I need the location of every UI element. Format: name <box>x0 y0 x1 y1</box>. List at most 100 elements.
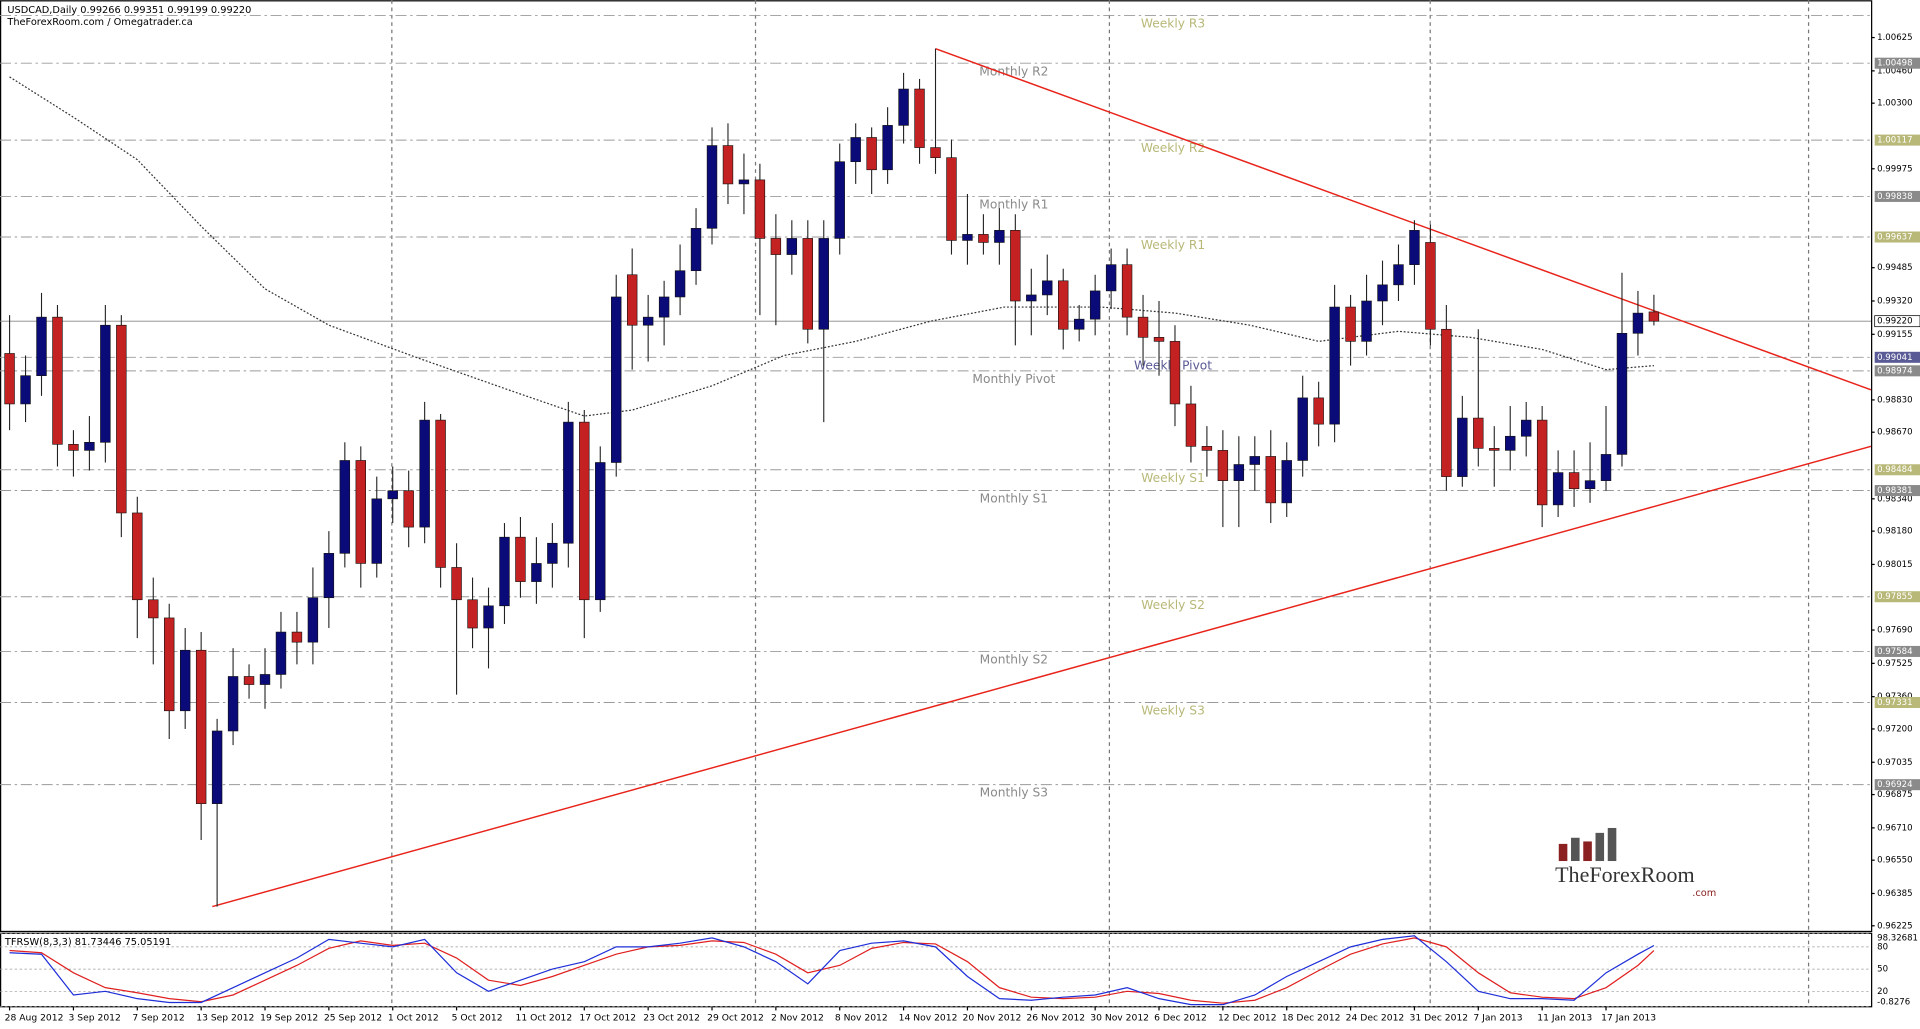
candle-body <box>1520 419 1532 437</box>
logo-bar <box>1571 837 1580 862</box>
main-frame <box>0 0 1873 933</box>
candle-body <box>1281 460 1292 504</box>
candle-body <box>132 512 143 601</box>
candle-body <box>738 179 750 185</box>
pivot-name: Weekly S1 <box>1141 471 1205 485</box>
pivot-price-label: 0.98381 <box>1877 486 1912 496</box>
candle-body <box>754 179 766 239</box>
x-tick-label: 12 Dec 2012 <box>1218 1012 1277 1023</box>
pivot-name: Weekly S2 <box>1141 598 1205 612</box>
x-tick-label: 26 Nov 2012 <box>1026 1012 1085 1023</box>
pivot-price-box <box>1874 591 1920 603</box>
trendline <box>212 445 1872 908</box>
candle-body <box>1233 464 1245 481</box>
candle-body <box>164 617 175 712</box>
y-tick-label: 0.99320 <box>1877 296 1912 306</box>
pivot-price-box <box>1874 231 1920 243</box>
candle-body <box>722 145 734 185</box>
stochastic-d <box>9 937 1655 1004</box>
pivot-price-box <box>1874 697 1920 709</box>
pivot-price-label: 0.96924 <box>1877 780 1912 790</box>
logo-bar <box>1583 841 1592 862</box>
candle-body <box>994 230 1005 243</box>
candle-body <box>818 238 829 330</box>
candle-body <box>802 238 813 330</box>
candle-body <box>1169 341 1181 405</box>
candle-body <box>674 270 686 298</box>
x-tick-label: 2 Nov 2012 <box>771 1012 824 1023</box>
y-tick-label: 0.99155 <box>1877 330 1912 340</box>
x-tick-label: 14 Nov 2012 <box>899 1012 958 1023</box>
candle-body <box>1185 403 1197 447</box>
candle-body <box>898 88 909 126</box>
pivot-price-box <box>1874 134 1920 146</box>
candle-body <box>563 421 574 544</box>
candle-body <box>1345 306 1356 342</box>
candle-body <box>84 441 95 451</box>
candle-body <box>1249 456 1261 465</box>
candle-body <box>658 296 670 318</box>
candle-body <box>850 137 861 163</box>
x-tick-label: 25 Sep 2012 <box>324 1012 382 1023</box>
candle-body <box>595 462 606 601</box>
y-tick-label: 1.00625 <box>1877 33 1912 43</box>
indicator-tick-label: 98.32681 <box>1877 934 1918 944</box>
pivot-name: Weekly R1 <box>1141 238 1205 252</box>
candle-body <box>68 444 79 451</box>
candle-body <box>1010 230 1021 302</box>
logo-bar <box>1558 843 1568 862</box>
pivot-price-box <box>1874 464 1920 476</box>
logo-bar <box>1595 832 1605 862</box>
y-tick-label: 0.96385 <box>1877 889 1912 899</box>
candle-body <box>451 567 462 601</box>
x-tick-label: 30 Nov 2012 <box>1090 1012 1149 1023</box>
candle-body <box>1393 264 1404 286</box>
candle-body <box>626 274 638 326</box>
chart-subtitle: TheForexRoom.com / Omegatrader.ca <box>6 17 192 28</box>
pivot-name: Monthly S3 <box>980 786 1048 800</box>
candle-body <box>211 730 223 804</box>
pivot-name: Monthly Pivot <box>972 372 1055 386</box>
candle-body <box>4 353 15 405</box>
chart-title: USDCAD,Daily 0.99266 0.99351 0.99199 0.9… <box>7 5 251 16</box>
candle-body <box>642 316 654 326</box>
candle-body <box>1377 284 1388 302</box>
y-tick-label: 0.96550 <box>1877 856 1912 866</box>
candle-body <box>1441 328 1452 477</box>
candle-body <box>962 234 973 241</box>
candle-body <box>834 161 845 239</box>
x-tick-label: 19 Sep 2012 <box>260 1012 318 1023</box>
candle-body <box>1137 316 1149 338</box>
last-price-label: 0.99220 <box>1877 317 1912 327</box>
x-tick-label: 11 Oct 2012 <box>516 1012 573 1023</box>
y-tick-label: 0.98830 <box>1877 395 1912 405</box>
x-tick-label: 8 Nov 2012 <box>835 1012 888 1023</box>
pivot-name: Weekly S3 <box>1141 704 1205 718</box>
candle-body <box>1648 311 1660 322</box>
candle-body <box>52 316 63 445</box>
candle-body <box>706 145 718 229</box>
candle-body <box>387 490 398 500</box>
y-tick-label: 0.97035 <box>1877 758 1912 768</box>
candle-body <box>275 631 287 675</box>
candle-body <box>1265 456 1276 504</box>
candle-body <box>1297 397 1308 461</box>
candle-body <box>227 676 239 732</box>
pivot-price-label: 0.99041 <box>1877 353 1912 363</box>
candle-body <box>1473 417 1484 449</box>
candle-body <box>786 238 798 255</box>
candle-body <box>323 553 335 599</box>
candle-body <box>36 316 47 376</box>
candle-body <box>946 157 957 241</box>
pivot-price-label: 1.00117 <box>1877 136 1912 146</box>
indicator-tick-label: 50 <box>1877 965 1888 975</box>
candle-body <box>116 324 127 514</box>
indicator-tick-label: -0.8276 <box>1877 997 1910 1007</box>
candle-body <box>1600 454 1612 481</box>
candle-body <box>148 599 159 619</box>
candle-body <box>930 147 941 158</box>
candle-body <box>690 228 702 272</box>
y-tick-label: 0.97690 <box>1877 626 1912 636</box>
x-tick-label: 18 Dec 2012 <box>1282 1012 1341 1023</box>
candle-body <box>1153 337 1165 342</box>
